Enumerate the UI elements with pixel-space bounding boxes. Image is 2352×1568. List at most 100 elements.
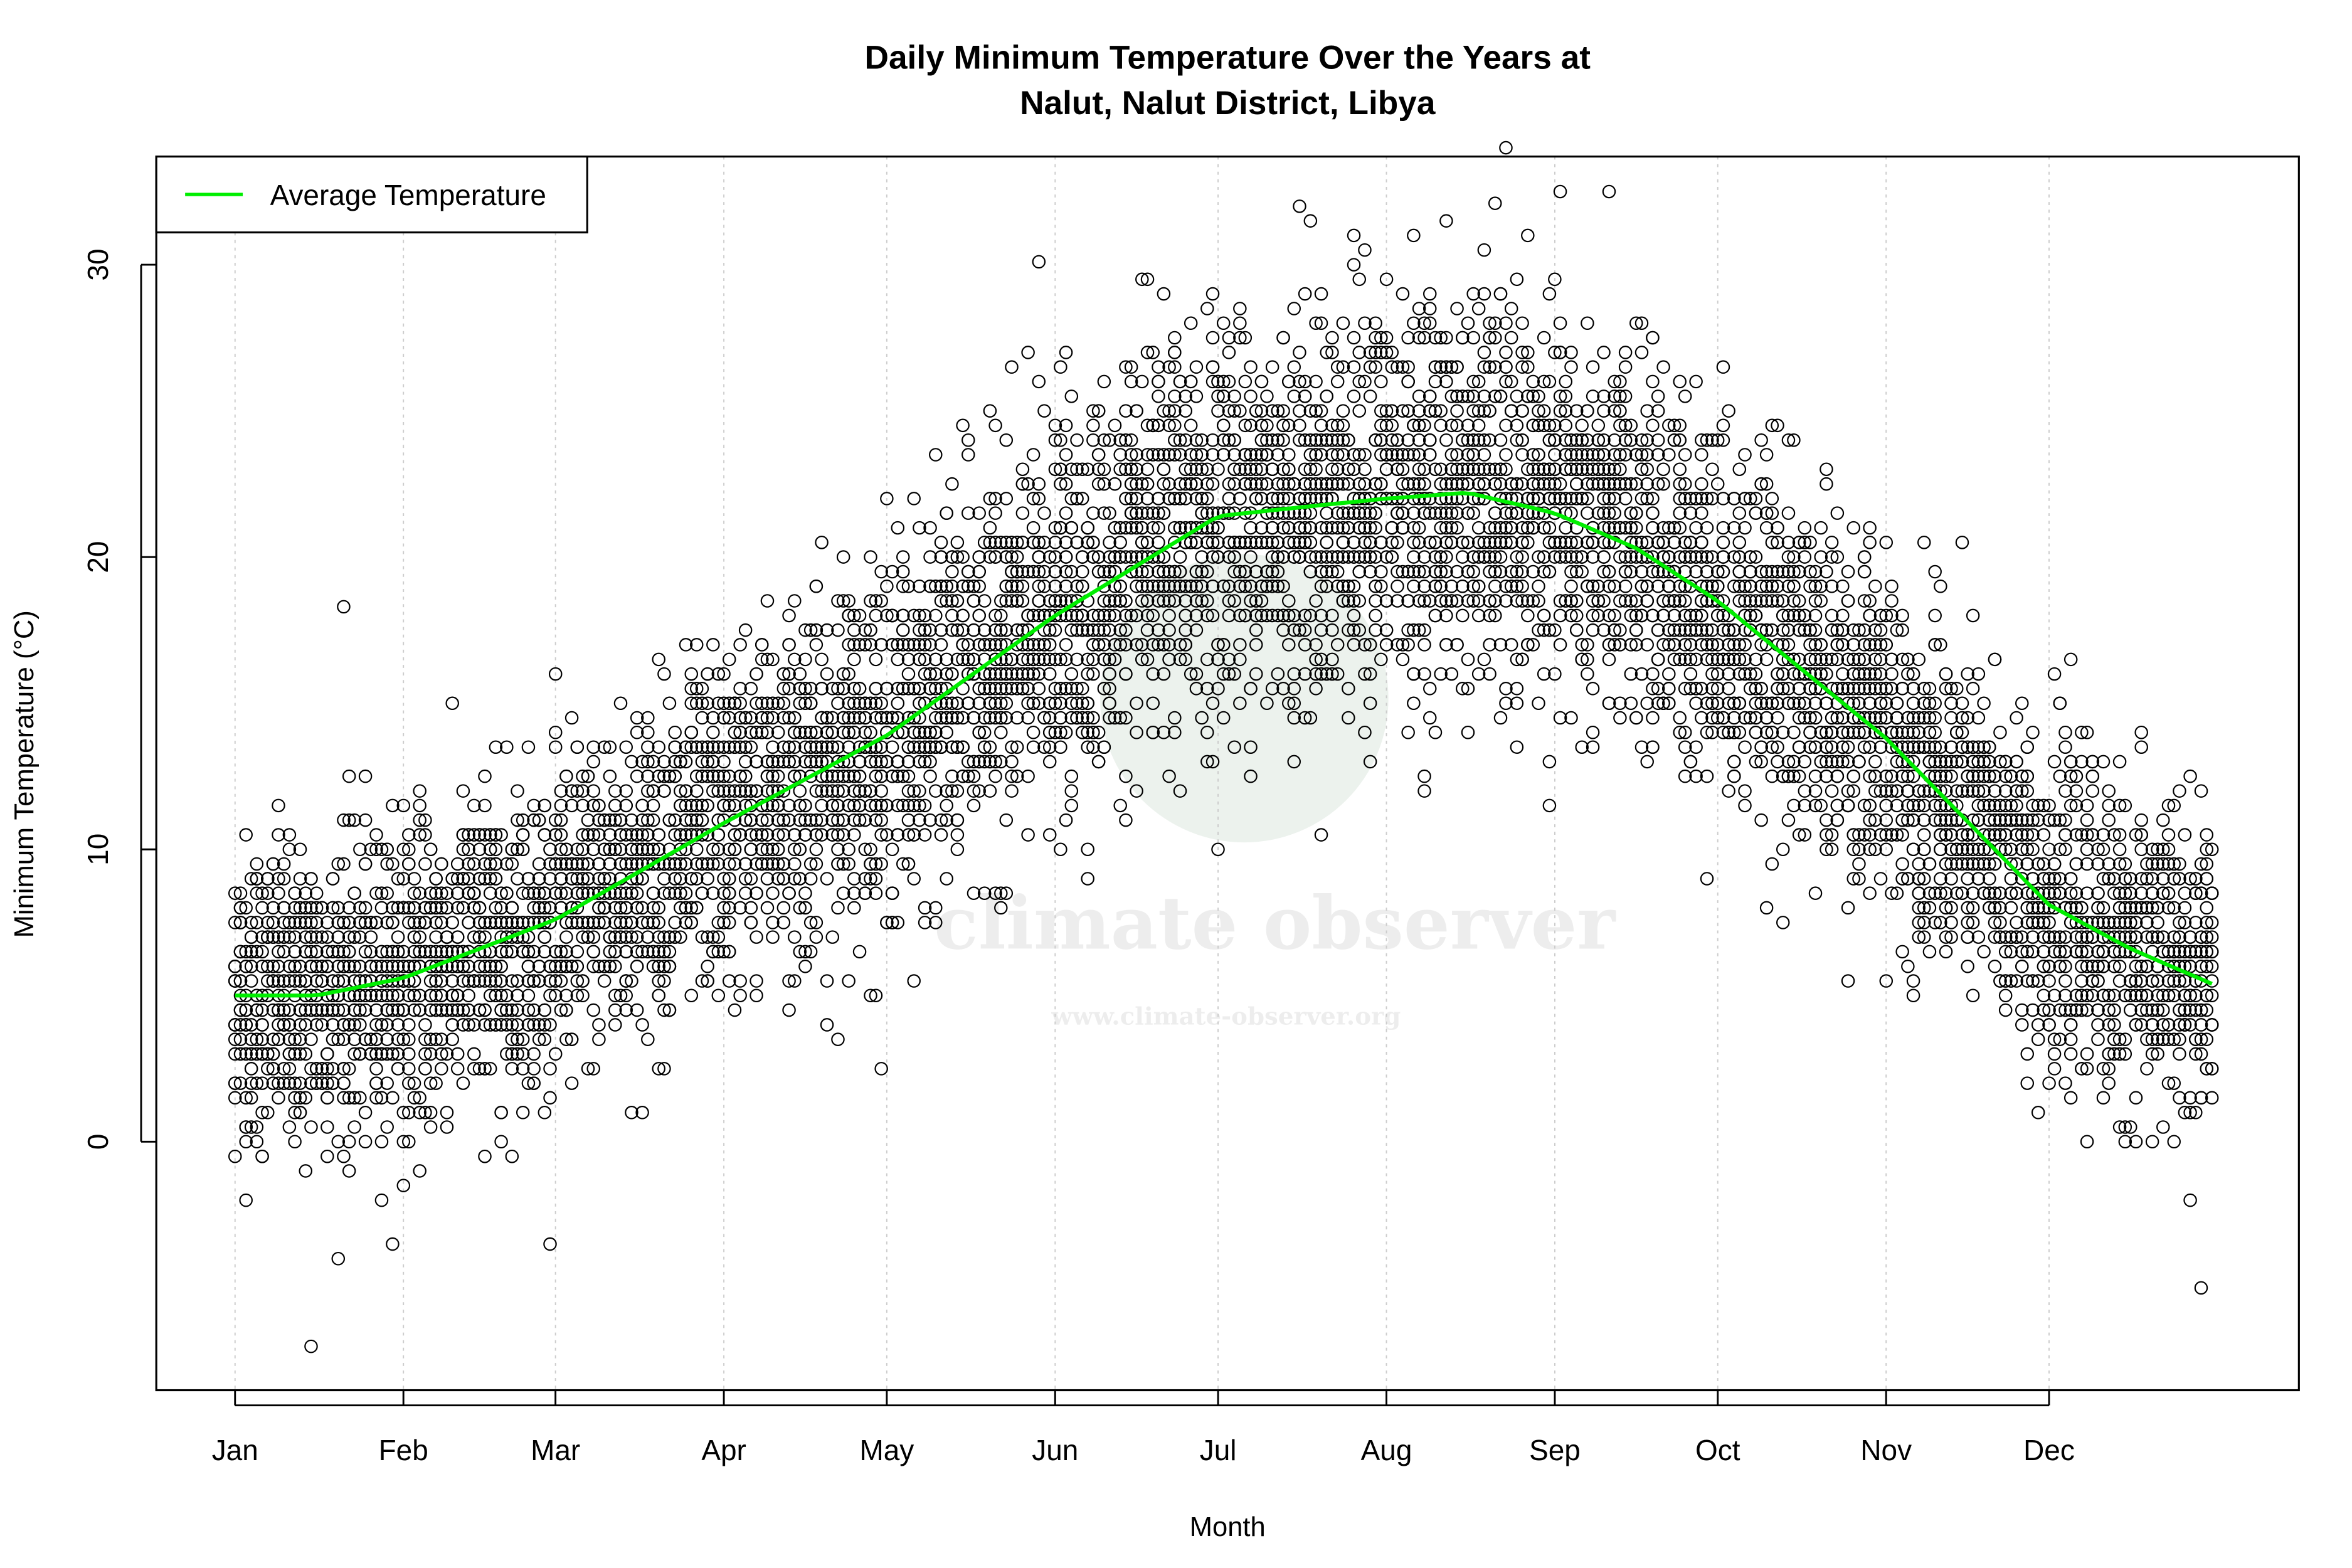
scatter-point — [369, 842, 383, 857]
scatter-point — [1026, 521, 1041, 535]
scatter-point — [435, 945, 448, 959]
scatter-point — [1656, 462, 1670, 476]
scatter-point — [255, 1003, 269, 1017]
scatter-point — [435, 974, 448, 988]
scatter-point — [1542, 798, 1557, 813]
scatter-point — [1559, 374, 1573, 389]
scatter-point — [1309, 316, 1323, 331]
scatter-point — [950, 536, 965, 549]
scatter-point — [521, 740, 536, 754]
scatter-point — [261, 1062, 275, 1076]
scatter-point — [261, 872, 275, 886]
scatter-point — [396, 1032, 411, 1046]
scatter-point — [402, 1047, 416, 1061]
scatter-point — [239, 1018, 253, 1032]
scatter-point — [239, 1047, 253, 1061]
scatter-point — [1461, 725, 1475, 739]
scatter-point — [1054, 433, 1067, 447]
scatter-point — [320, 1047, 334, 1061]
scatter-point — [364, 916, 378, 930]
scatter-point — [315, 960, 329, 973]
scatter-point — [364, 842, 378, 857]
scatter-point — [304, 872, 318, 886]
scatter-point — [380, 857, 394, 871]
scatter-point — [402, 1135, 416, 1149]
scatter-point — [282, 1047, 297, 1061]
scatter-point — [1401, 725, 1415, 739]
scatter-point — [1293, 346, 1306, 359]
scatter-point — [228, 960, 242, 973]
scatter-point — [1189, 360, 1204, 374]
scatter-point — [413, 813, 426, 827]
scatter-point — [380, 1018, 394, 1032]
scatter-point — [435, 886, 448, 900]
scatter-point — [282, 916, 297, 930]
scatter-point — [1716, 418, 1730, 433]
scatter-point — [402, 988, 416, 1003]
scatter-point — [299, 945, 313, 959]
scatter-point — [347, 1091, 361, 1105]
scatter-point — [266, 960, 280, 973]
scatter-point — [407, 872, 421, 886]
scatter-point — [581, 769, 595, 783]
scatter-point — [619, 740, 633, 754]
scatter-point — [244, 1091, 258, 1105]
scatter-point — [309, 945, 324, 959]
scatter-point — [1254, 374, 1269, 389]
scatter-point — [1499, 140, 1513, 155]
scatter-point — [559, 930, 573, 944]
scatter-point — [630, 960, 644, 973]
scatter-point — [1374, 374, 1388, 389]
scatter-point — [282, 1003, 297, 1017]
scatter-point — [413, 930, 426, 944]
scatter-point — [374, 842, 389, 857]
scatter-point — [228, 974, 242, 988]
scatter-point — [233, 1018, 248, 1032]
scatter-point — [1656, 360, 1670, 374]
scatter-point — [255, 960, 269, 973]
scatter-point — [358, 813, 373, 827]
scatter-point — [1662, 667, 1676, 681]
scatter-point — [1015, 462, 1030, 476]
scatter-point — [402, 857, 416, 871]
scatter-point — [1260, 389, 1274, 403]
scatter-point — [554, 1003, 568, 1017]
scatter-point — [1504, 331, 1518, 345]
scatter-point — [1678, 477, 1692, 491]
scatter-point — [423, 1120, 438, 1134]
scatter-point — [423, 1076, 438, 1090]
scatter-point — [738, 623, 753, 637]
scatter-point — [380, 945, 394, 959]
scatter-point — [1722, 784, 1735, 798]
scatter-point — [364, 1047, 378, 1061]
scatter-point — [1542, 433, 1557, 447]
scatter-point — [1407, 696, 1421, 711]
scatter-point — [233, 945, 248, 959]
scatter-point — [1581, 316, 1594, 331]
scatter-point — [386, 798, 400, 813]
scatter-point — [369, 828, 383, 842]
scatter-point — [358, 1106, 373, 1120]
scatter-point — [244, 930, 258, 944]
scatter-point — [1059, 638, 1073, 652]
scatter-point — [386, 1003, 400, 1017]
scatter-point — [494, 1106, 508, 1120]
scatter-point — [825, 930, 840, 944]
scatter-point — [304, 1003, 318, 1017]
scatter-point — [901, 667, 916, 681]
scatter-point — [347, 886, 361, 900]
scatter-point — [934, 536, 948, 549]
scatter-point — [418, 916, 432, 930]
scatter-point — [706, 638, 720, 652]
scatter-point — [255, 930, 269, 944]
scatter-point — [228, 886, 242, 900]
scatter-point — [250, 1120, 264, 1134]
scatter-point — [396, 1106, 411, 1120]
scatter-point — [896, 550, 910, 564]
scatter-point — [1200, 302, 1214, 315]
scatter-point — [337, 1062, 351, 1076]
scatter-point — [331, 901, 346, 915]
scatter-point — [369, 1018, 383, 1032]
scatter-point — [374, 1193, 389, 1207]
scatter-point — [1184, 316, 1198, 331]
